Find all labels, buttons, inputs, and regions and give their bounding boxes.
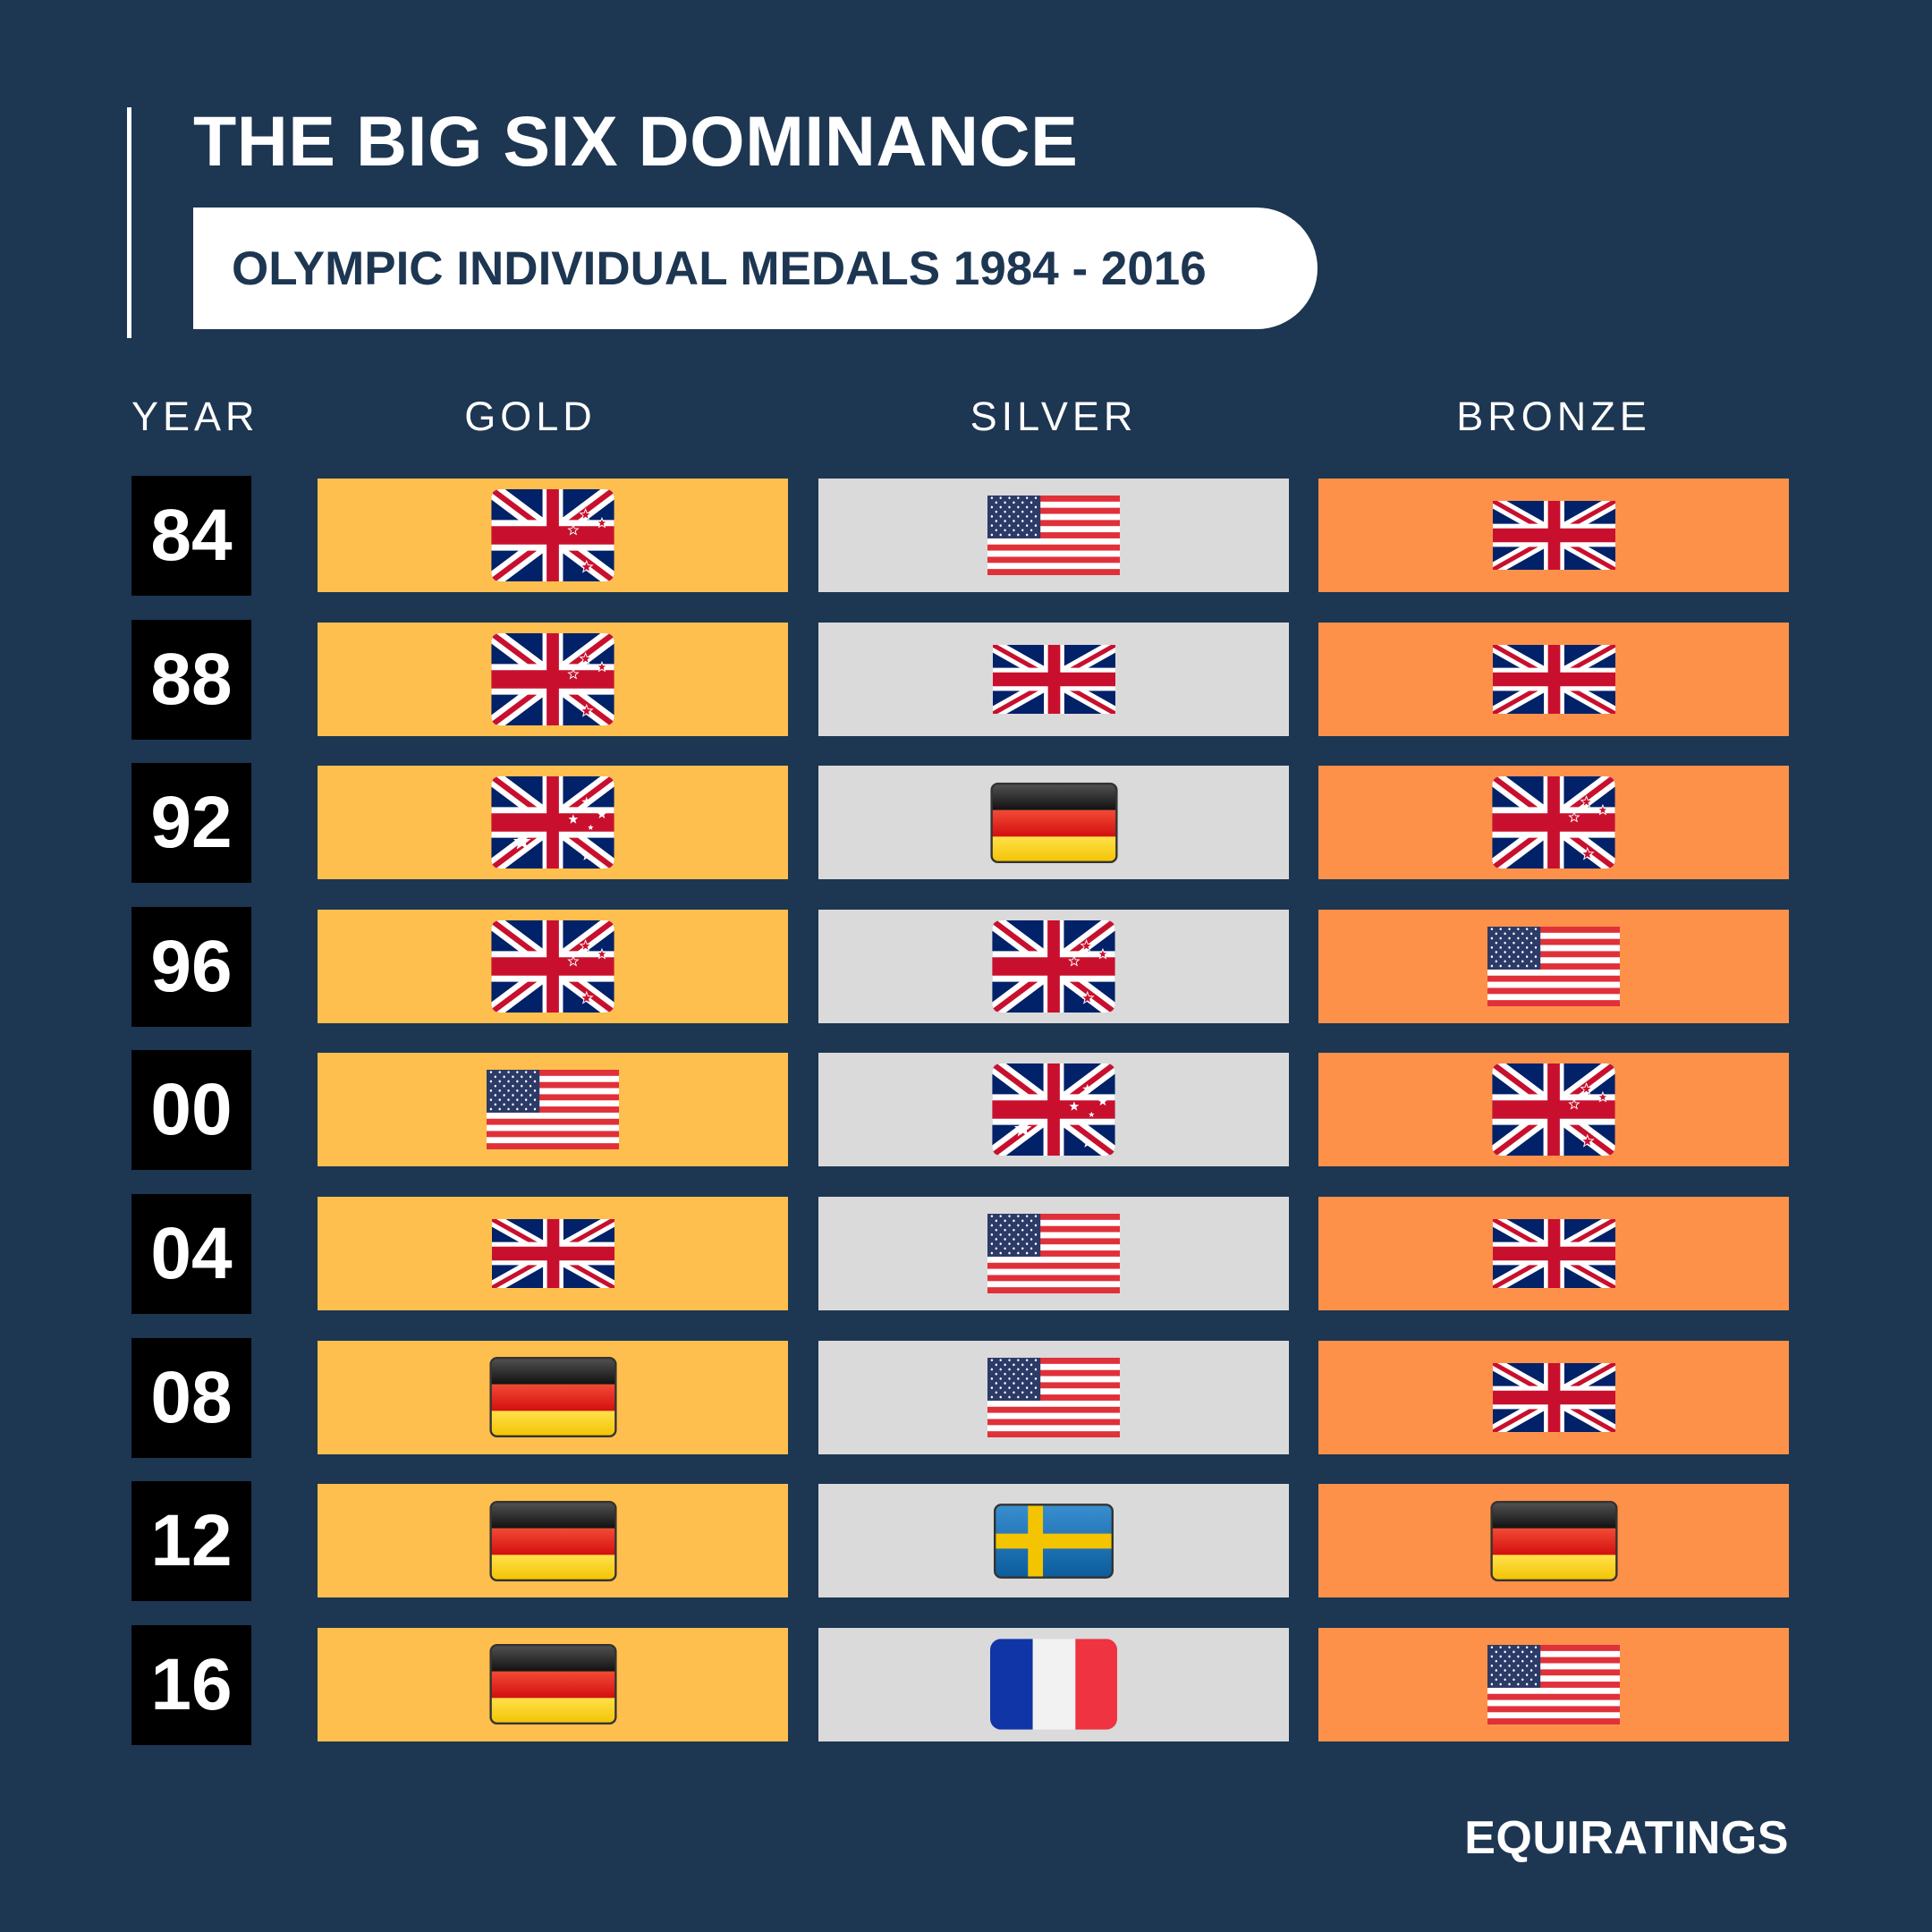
silver-medal-cell xyxy=(818,479,1289,592)
gold-medal-cell xyxy=(318,909,788,1023)
united-kingdom-flag-icon xyxy=(1492,1362,1615,1432)
bronze-medal-cell xyxy=(1318,1053,1789,1167)
united-kingdom-flag-icon xyxy=(1492,644,1615,714)
united-states-flag-icon xyxy=(487,1070,619,1150)
gold-medal-cell xyxy=(318,766,788,880)
bronze-medal-cell xyxy=(1318,909,1789,1023)
year-label: 92 xyxy=(131,763,251,884)
year-label: 12 xyxy=(131,1481,251,1602)
medal-row-88: 88 xyxy=(0,619,1932,741)
united-kingdom-flag-icon xyxy=(491,1219,614,1288)
united-states-flag-icon xyxy=(987,496,1120,575)
france-flag-icon xyxy=(990,1639,1117,1731)
united-states-flag-icon xyxy=(1487,926,1620,1006)
year-label: 16 xyxy=(131,1624,251,1745)
medal-row-12: 12 xyxy=(0,1481,1932,1603)
germany-flag-icon xyxy=(1489,1500,1619,1581)
year-label: 04 xyxy=(131,1194,251,1314)
gold-medal-cell xyxy=(318,622,788,736)
subtitle-banner: OLYMPIC INDIVIDUAL MEDALS 1984 - 2016 xyxy=(193,208,1318,329)
medal-row-84: 84 xyxy=(0,476,1932,597)
medal-row-08: 08 xyxy=(0,1337,1932,1460)
germany-flag-icon xyxy=(488,1500,618,1581)
subtitle: OLYMPIC INDIVIDUAL MEDALS 1984 - 2016 xyxy=(232,242,1207,295)
medal-row-96: 96 xyxy=(0,906,1932,1029)
silver-medal-cell xyxy=(818,766,1289,880)
gold-medal-cell xyxy=(318,479,788,592)
silver-medal-cell xyxy=(818,622,1289,736)
year-label: 96 xyxy=(131,906,251,1027)
gold-medal-cell xyxy=(318,1627,788,1741)
column-header-year: YEAR xyxy=(131,394,259,439)
silver-medal-cell xyxy=(818,1053,1289,1167)
column-header-bronze: BRONZE xyxy=(1456,394,1651,439)
germany-flag-icon xyxy=(989,782,1119,863)
australia-flag-icon xyxy=(991,1063,1116,1157)
new-zealand-flag-icon xyxy=(1490,1063,1617,1157)
australia-flag-icon xyxy=(490,776,615,869)
year-label: 84 xyxy=(131,476,251,596)
new-zealand-flag-icon xyxy=(489,489,616,581)
medal-row-04: 04 xyxy=(0,1194,1932,1316)
medal-row-16: 16 xyxy=(0,1624,1932,1747)
bronze-medal-cell xyxy=(1318,1627,1789,1741)
year-label: 88 xyxy=(131,619,251,740)
brand-logo: EQUIRATINGS xyxy=(1464,1812,1789,1864)
new-zealand-flag-icon xyxy=(489,632,616,725)
united-states-flag-icon xyxy=(1487,1644,1620,1724)
united-kingdom-flag-icon xyxy=(1492,501,1615,570)
medal-row-00: 00 xyxy=(0,1050,1932,1172)
germany-flag-icon xyxy=(488,1644,618,1725)
gold-medal-cell xyxy=(318,1053,788,1167)
sweden-flag-icon xyxy=(994,1503,1114,1579)
silver-medal-cell xyxy=(818,909,1289,1023)
column-header-silver: SILVER xyxy=(970,394,1138,439)
gold-medal-cell xyxy=(318,1484,788,1598)
gold-medal-cell xyxy=(318,1340,788,1454)
new-zealand-flag-icon xyxy=(1490,776,1617,869)
germany-flag-icon xyxy=(488,1357,618,1438)
column-header-gold: GOLD xyxy=(464,394,597,439)
title-accent-bar xyxy=(127,107,131,338)
united-states-flag-icon xyxy=(987,1214,1120,1293)
year-label: 00 xyxy=(131,1050,251,1171)
silver-medal-cell xyxy=(818,1340,1289,1454)
bronze-medal-cell xyxy=(1318,1484,1789,1598)
united-kingdom-flag-icon xyxy=(992,644,1115,714)
bronze-medal-cell xyxy=(1318,1197,1789,1310)
page-title: THE BIG SIX DOMINANCE xyxy=(193,101,1079,181)
united-states-flag-icon xyxy=(987,1357,1120,1437)
silver-medal-cell xyxy=(818,1627,1289,1741)
silver-medal-cell xyxy=(818,1197,1289,1310)
bronze-medal-cell xyxy=(1318,622,1789,736)
silver-medal-cell xyxy=(818,1484,1289,1598)
gold-medal-cell xyxy=(318,1197,788,1310)
new-zealand-flag-icon xyxy=(489,919,616,1013)
bronze-medal-cell xyxy=(1318,479,1789,592)
bronze-medal-cell xyxy=(1318,1340,1789,1454)
united-kingdom-flag-icon xyxy=(1492,1219,1615,1288)
new-zealand-flag-icon xyxy=(990,919,1117,1013)
year-label: 08 xyxy=(131,1337,251,1458)
bronze-medal-cell xyxy=(1318,766,1789,880)
medal-row-92: 92 xyxy=(0,763,1932,885)
